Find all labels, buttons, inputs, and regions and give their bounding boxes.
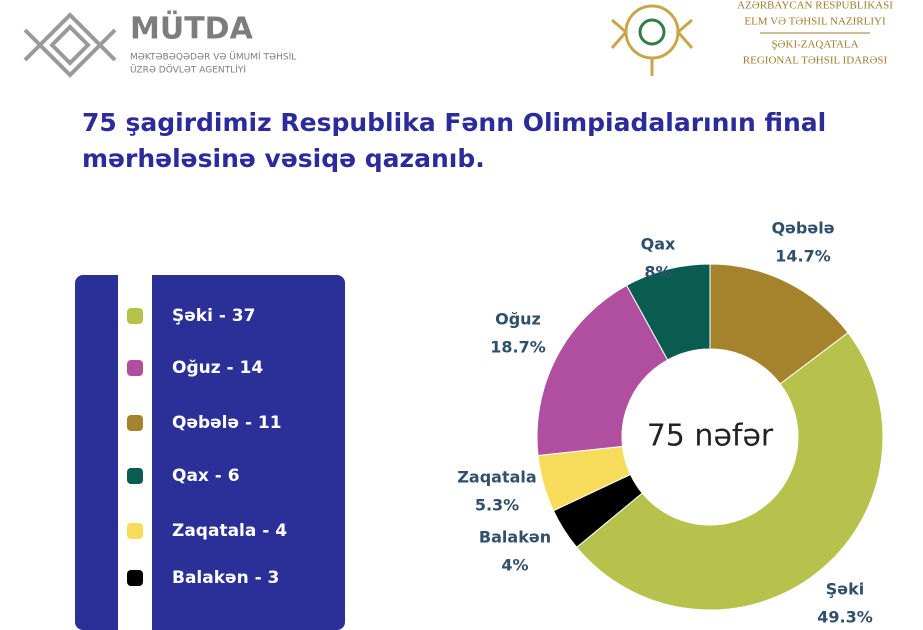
agency-line: MƏKTƏBƏQƏDƏR VƏ ÜMUMİ TƏHSİL [130,52,296,63]
slice-percent: 5.3% [475,496,519,515]
legend-marker [127,570,143,586]
legend-label: Qax - 6 [172,466,240,486]
center-label: 75 nəfər [647,419,774,454]
legend: Şəki - 37 Oğuz - 14 Qəbələ - 11 Qax - 6 Zaqa… [127,306,287,588]
slice-name: Qəbələ [771,219,834,238]
mutda-logo [23,12,117,78]
office-line: REGIONAL TƏHSIL IDARƏSI [743,55,888,67]
legend-marker [127,415,143,431]
slice-name: Qax [641,235,676,254]
office-line: ŞƏKI-ZAQATALA [771,39,858,51]
title: mərhələsinə vəsiqə qazanıb. [82,144,485,173]
legend-label: Balakən - 3 [172,568,279,588]
legend-label: Oğuz - 14 [172,358,263,378]
legend-label: Qəbələ - 11 [172,413,282,433]
donut-slice [625,263,711,361]
donut-slice [575,331,884,611]
agency-name: MÜTDA [130,10,254,47]
ministry-line: AZƏRBAYCAN RESPUBLIKASI [737,0,893,12]
title: 75 şagirdimiz Respublika Fənn Olimpiadal… [82,108,826,137]
slice-percent: 8% [644,263,671,282]
slice-percent: 14.7% [775,247,831,266]
slice-percent: 49.3% [817,608,873,627]
slice-name: Zaqatala [457,468,536,487]
slice-name: Oğuz [495,310,541,329]
legend-marker [127,308,143,324]
slice-percent: 4% [501,556,528,575]
ministry-emblem [610,4,694,76]
donut: Qəbələ 14.7% Şəki 49.3% Balakən 4% Zaqatala 5.3… [457,219,884,627]
donut-slice [536,284,669,456]
legend-marker [127,523,143,539]
slice-name: Balakən [479,528,551,547]
agency-line: ÜZRƏ DÖVLƏT AGENTLİYİ [130,65,246,76]
legend-label: Şəki - 37 [172,306,255,326]
legend-label: Zaqatala - 4 [172,521,287,541]
legend-marker [127,360,143,376]
legend-marker [127,468,143,484]
ministry-line: ELM VƏ TƏHSIL NAZIRLIYI [744,16,886,28]
slice-name: Şəki [826,580,865,599]
slice-percent: 18.7% [490,338,546,357]
